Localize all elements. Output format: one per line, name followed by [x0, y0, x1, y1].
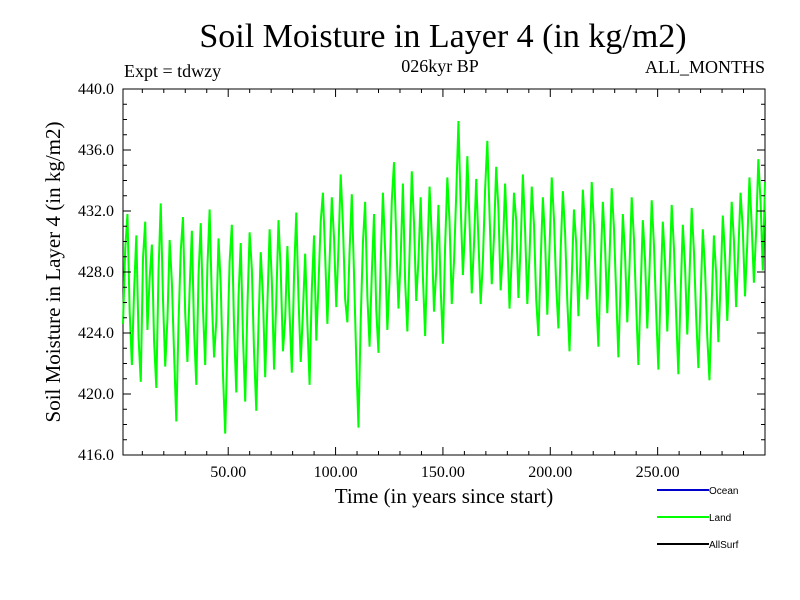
- y-tick-label-440: 440.0: [78, 81, 114, 98]
- chart-title: Soil Moisture in Layer 4 (in kg/m2): [199, 18, 686, 55]
- legend: Ocean Land AllSurf: [657, 486, 739, 551]
- x-tick-label-200: 200.00: [528, 464, 572, 481]
- legend-label-allsurf: AllSurf: [709, 540, 739, 551]
- y-tick-label-432: 432.0: [78, 203, 114, 220]
- x-axis-ticks: 50.00 100.00 150.00 200.00 250.00: [141, 89, 745, 481]
- x-tick-label-250: 250.00: [636, 464, 680, 481]
- time-period-label: 026kyr BP: [401, 56, 479, 76]
- y-tick-label-428: 428.0: [78, 264, 114, 281]
- plot-series-layer: [122, 120, 766, 434]
- x-tick-label-100: 100.00: [314, 464, 358, 481]
- legend-label-land: Land: [709, 513, 731, 524]
- y-axis-ticks: 416.0 420.0 424.0 428.0 432.0 436.0 440.0: [78, 81, 765, 464]
- y-tick-label-436: 436.0: [78, 142, 114, 159]
- series-line-land: [122, 120, 766, 434]
- legend-label-ocean: Ocean: [709, 486, 738, 497]
- x-tick-label-150: 150.00: [421, 464, 465, 481]
- y-tick-label-420: 420.0: [78, 386, 114, 403]
- y-axis-label: Soil Moisture in Layer 4 (in kg/m2): [41, 122, 65, 423]
- plot-area: 50.00 100.00 150.00 200.00 250.00 416.0 420.0…: [78, 81, 766, 481]
- y-tick-label-424: 424.0: [78, 325, 114, 342]
- x-axis-label: Time (in years since start): [335, 484, 554, 508]
- experiment-label: Expt = tdwzy: [124, 61, 221, 81]
- x-tick-label-50: 50.00: [210, 464, 246, 481]
- y-tick-label-416: 416.0: [78, 447, 114, 464]
- months-label: ALL_MONTHS: [645, 57, 765, 77]
